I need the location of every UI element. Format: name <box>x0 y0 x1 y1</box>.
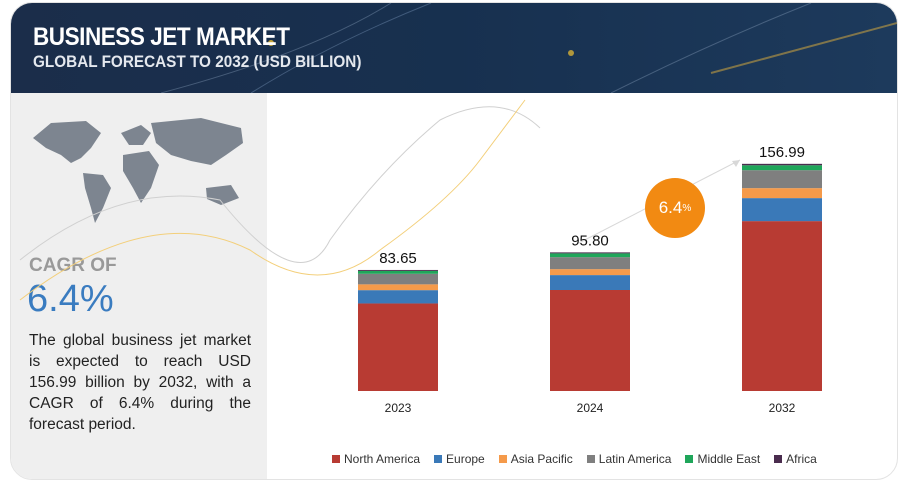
x-tick-label: 2032 <box>769 401 796 415</box>
legend-item: Europe <box>434 452 485 466</box>
light-trails-decoration <box>160 3 897 93</box>
bar-segment-asia-pacific-2024 <box>550 269 630 276</box>
total-label-2023: 83.65 <box>379 250 417 267</box>
cagr-value: 6.4% <box>27 278 114 320</box>
market-description: The global business jet market is expect… <box>29 332 251 433</box>
legend-label: Asia Pacific <box>510 452 573 466</box>
bar-segment-latin-america-2032 <box>742 170 822 189</box>
bar-segment-north-america-2023 <box>358 303 438 391</box>
bar-segment-middle-east-2024 <box>550 253 630 258</box>
cagr-badge-value: 6.4 <box>658 198 683 217</box>
growth-arrow-head <box>732 160 740 167</box>
decorative-curve <box>19 106 541 263</box>
bar-segment-asia-pacific-2023 <box>358 284 438 291</box>
legend-label: Middle East <box>697 452 761 466</box>
bar-segment-europe-2024 <box>550 275 630 290</box>
legend-item: Africa <box>774 452 817 466</box>
x-tick-label: 2024 <box>577 401 604 415</box>
legend-label: North America <box>344 452 421 466</box>
cagr-badge: 6.4% <box>645 178 705 238</box>
legend-swatch <box>774 455 783 463</box>
cagr-badge-unit: % <box>682 202 692 214</box>
legend-item: Middle East <box>685 452 760 466</box>
total-label-2024: 95.80 <box>571 232 609 249</box>
legend-swatch <box>434 455 443 463</box>
bar-segment-middle-east-2032 <box>742 165 822 171</box>
world-map-icon <box>33 118 243 223</box>
legend-swatch <box>498 455 507 463</box>
legend-label: Europe <box>446 452 485 466</box>
bar-segment-asia-pacific-2032 <box>742 188 822 199</box>
bar-segment-africa-2023 <box>358 269 438 271</box>
bar-segment-latin-america-2023 <box>358 273 438 285</box>
bar-segment-europe-2032 <box>742 198 822 222</box>
bar-segment-africa-2024 <box>550 252 630 254</box>
bar-segment-europe-2023 <box>358 290 438 304</box>
legend-item: North America <box>332 452 420 466</box>
x-tick-label: 2023 <box>385 401 412 415</box>
legend-swatch <box>332 455 340 463</box>
header-banner: BUSINESS JET MARKET GLOBAL FORECAST TO 2… <box>11 3 897 93</box>
bar-segment-africa-2032 <box>742 163 822 166</box>
chart-legend: North America Europe Asia Pacific Latin Ame… <box>332 452 817 466</box>
decorative-curve <box>19 99 526 301</box>
total-label-2032: 156.99 <box>759 144 805 161</box>
page-subtitle: GLOBAL FORECAST TO 2032 (USD BILLION) <box>33 52 362 71</box>
bar-segment-north-america-2032 <box>742 221 822 391</box>
page-title: BUSINESS JET MARKET <box>33 23 290 51</box>
bar-segment-middle-east-2023 <box>358 270 438 274</box>
bar-segment-north-america-2024 <box>550 289 630 391</box>
legend-label: Africa <box>786 452 817 466</box>
cagr-label: CAGR OF <box>29 255 117 276</box>
legend-item: Latin America <box>586 452 672 466</box>
bar-segment-latin-america-2024 <box>550 257 630 270</box>
legend-swatch <box>586 455 595 463</box>
summary-panel: CAGR OF 6.4% The global business jet mar… <box>11 93 267 479</box>
legend-swatch <box>685 455 694 463</box>
legend-item: Asia Pacific <box>498 452 573 466</box>
legend-label: Latin America <box>598 452 672 466</box>
